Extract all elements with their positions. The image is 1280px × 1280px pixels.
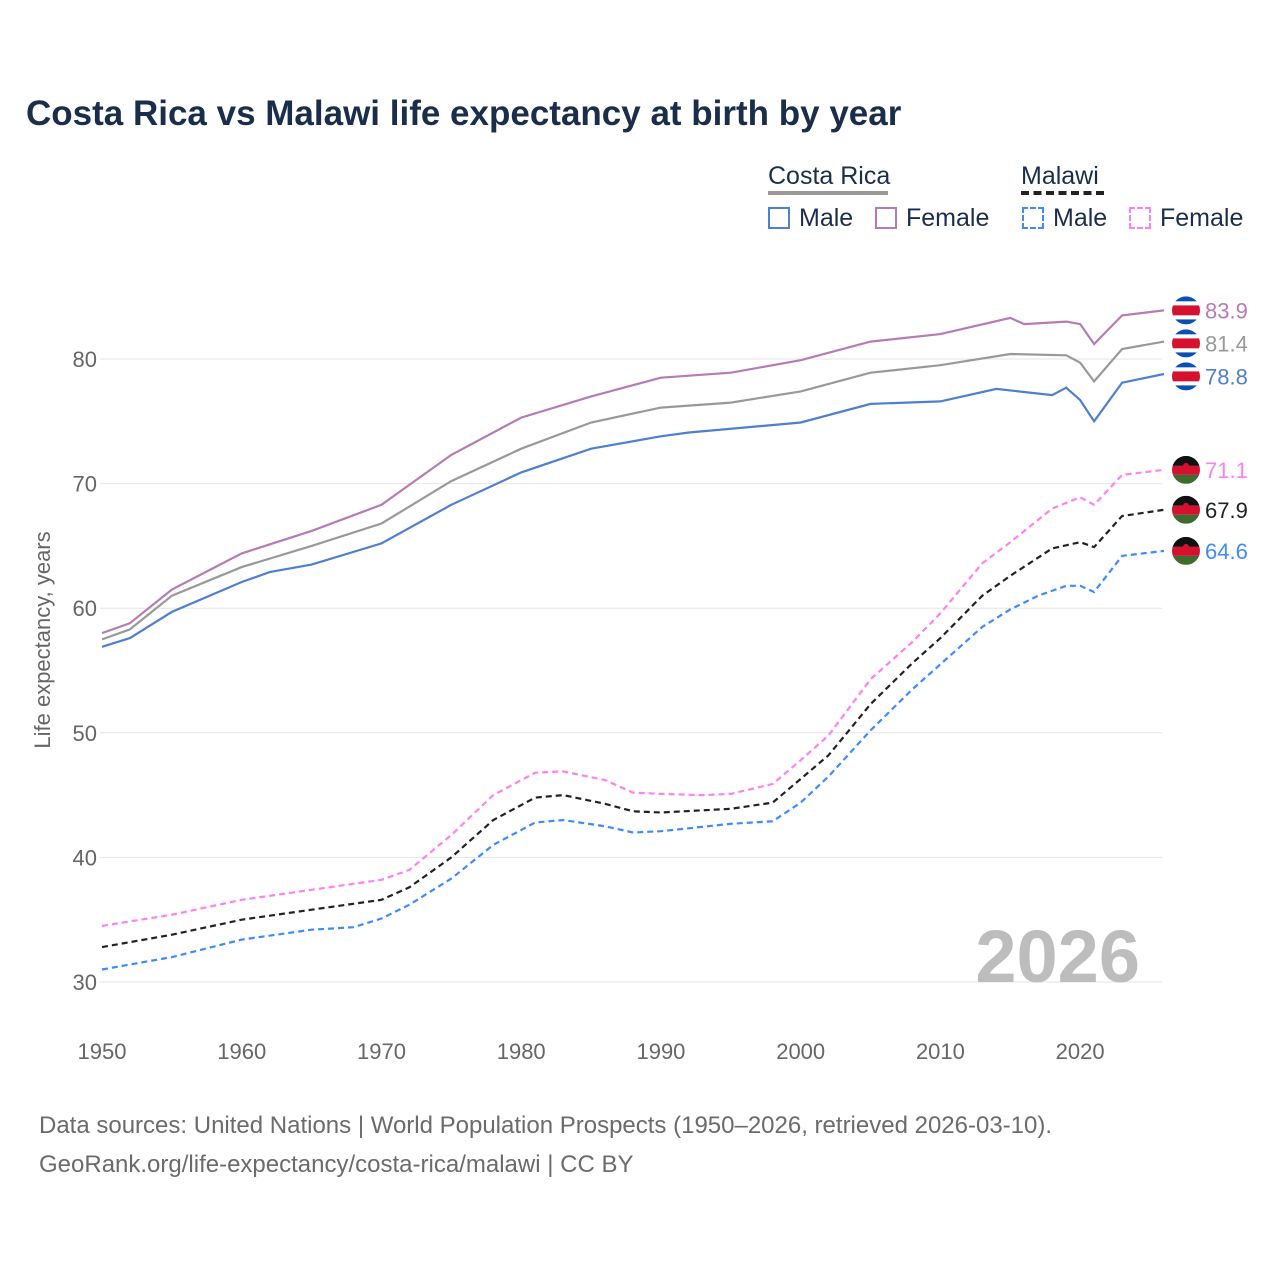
x-tick-label: 1950 [78,1039,127,1064]
x-tick-label: 1980 [497,1039,546,1064]
y-axis-label: Life expectancy, years [30,531,55,748]
legend-label-mw-male: Male [1053,204,1108,232]
legend-line-malawi [1021,191,1104,195]
end-value-label: 71.1 [1205,458,1248,483]
legend-line-costa-rica [768,191,888,195]
end-value-label: 67.9 [1205,498,1248,523]
y-tick-label: 80 [73,347,97,372]
y-tick-label: 50 [73,721,97,746]
y-tick-label: 40 [73,845,97,870]
y-tick-label: 70 [73,472,97,497]
footer: Data sources: United Nations | World Pop… [39,1106,1052,1184]
costa-rica-flag-icon [1172,329,1200,358]
costa-rica-flag-icon [1172,296,1200,325]
malawi-flag-icon [1172,455,1200,484]
legend-swatch-mw-male [1022,207,1044,229]
x-tick-label: 1970 [357,1039,406,1064]
end-value-label: 64.6 [1205,539,1248,564]
chart-title: Costa Rica vs Malawi life expectancy at … [26,94,902,133]
costa-rica-flag-icon [1172,362,1200,391]
legend-group-costa-rica: Costa Rica [768,162,891,190]
x-tick-label: 2000 [776,1039,825,1064]
legend-label-mw-female: Female [1160,204,1244,232]
malawi-flag-icon [1172,495,1200,524]
x-tick-label: 1960 [217,1039,266,1064]
end-value-label: 78.8 [1205,364,1248,389]
year-watermark: 2026 [975,915,1140,998]
series-line-malawi-female [101,468,1165,927]
attribution-link[interactable]: GeoRank.org/life-expectancy/costa-rica/m… [39,1151,634,1178]
x-tick-label: 1990 [636,1039,685,1064]
source-line: Data sources: United Nations | World Pop… [39,1112,1053,1139]
series-line-malawi [101,508,1165,949]
end-value-label: 83.9 [1205,298,1248,323]
end-value-label: 81.4 [1205,331,1248,356]
legend-label-cr-male: Male [799,204,854,232]
legend-label-cr-female: Female [906,204,990,232]
legend-swatch-cr-male [768,207,790,229]
x-tick-label: 2010 [916,1039,965,1064]
legend-swatch-cr-female [875,207,897,229]
x-tick-label: 2020 [1056,1039,1105,1064]
y-tick-label: 60 [73,596,97,621]
y-tick-label: 30 [73,970,97,995]
series-line-malawi-male [101,549,1165,971]
malawi-flag-icon [1172,536,1200,565]
series-line-costa-rica [101,340,1165,641]
series-line-costa-rica-male [101,372,1165,648]
legend-swatch-mw-female [1129,207,1151,229]
legend-group-malawi: Malawi [1021,162,1099,190]
series-line-costa-rica-female [101,309,1165,635]
